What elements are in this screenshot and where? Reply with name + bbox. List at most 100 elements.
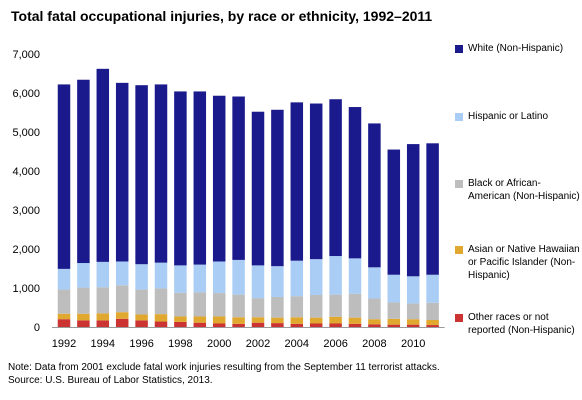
bar-segment-2009-4: [387, 149, 401, 275]
bar-segment-2011-4: [426, 143, 439, 275]
bar-segment-2008-3: [368, 267, 381, 299]
bar-segment-2004-2: [290, 296, 304, 318]
bar-segment-1992-0: [57, 319, 71, 327]
bar-segment-1993-4: [77, 79, 90, 264]
y-tick-label: 4,000: [12, 166, 40, 178]
bar-segment-2008-4: [368, 123, 381, 268]
bar-segment-2009-3: [387, 274, 401, 303]
bar-stack-1992: [57, 84, 71, 327]
bar-segment-2010-1: [406, 319, 420, 325]
bar-stack-1994: [96, 68, 110, 327]
bar-stack-2010: [406, 144, 420, 327]
bar-segment-2000-1: [212, 316, 226, 324]
bar-segment-2002-3: [251, 265, 265, 299]
legend-label-hispanic: Hispanic or Latino: [468, 111, 549, 122]
bar-stack-1995: [115, 82, 129, 327]
bar-stack-2004: [290, 102, 304, 327]
bar-stack-1997: [154, 84, 168, 327]
x-tick-label: 1994: [91, 338, 115, 350]
bar-segment-1997-1: [154, 314, 168, 322]
note-text: Note: Data from 2001 exclude fatal work …: [8, 362, 440, 373]
bar-segment-1995-0: [115, 318, 129, 327]
bar-stack-2006: [329, 99, 342, 327]
bar-segment-1995-1: [115, 312, 129, 319]
y-tick-label: 5,000: [12, 127, 40, 139]
bar-segment-1999-1: [193, 316, 207, 323]
bar-segment-2008-1: [368, 319, 381, 325]
y-tick-label: 7,000: [12, 49, 40, 61]
bar-stack-1993: [77, 79, 90, 327]
bar-segment-1996-0: [135, 320, 148, 327]
bar-segment-2002-4: [251, 111, 265, 266]
bar-segment-1996-3: [135, 264, 148, 290]
x-tick-label: 1998: [168, 338, 192, 350]
x-tick-label: 2000: [207, 338, 231, 350]
bar-stack-2001: [232, 96, 245, 327]
y-tick-label: 1,000: [12, 283, 40, 295]
bar-segment-2006-3: [329, 256, 342, 295]
bar-segment-2002-2: [251, 298, 265, 318]
bar-segment-2005-4: [309, 103, 323, 260]
bar-segment-2008-2: [368, 298, 381, 320]
bar-segment-1994-0: [96, 320, 110, 327]
legend-label-other: Other races or not reported (Non-Hispani…: [468, 312, 575, 336]
legend-label-asian: Asian or Native Hawaiian or Pacific Isla…: [468, 244, 580, 281]
bar-segment-2006-2: [329, 294, 342, 317]
x-tick-label: 2002: [246, 338, 270, 350]
bar-segment-1999-2: [193, 292, 207, 317]
x-tick-label: 2008: [362, 338, 386, 350]
bar-segment-1992-1: [57, 313, 71, 320]
bar-segment-2011-2: [426, 302, 439, 320]
bar-segment-2001-3: [232, 259, 245, 295]
legend-swatch-black: [455, 180, 463, 188]
bar-segment-2000-4: [212, 95, 226, 262]
bar-segment-2003-2: [271, 296, 284, 318]
bar-segment-2011-1: [426, 319, 439, 326]
bar-segment-2011-3: [426, 274, 439, 303]
bar-segment-2003-0: [271, 323, 284, 327]
bar-segment-1998-4: [174, 91, 187, 266]
bar-stack-1996: [135, 85, 148, 327]
bar-segment-1994-2: [96, 287, 110, 314]
x-tick-label: 1992: [52, 338, 76, 350]
bar-segment-2002-1: [251, 317, 265, 323]
bar-segment-1996-4: [135, 85, 148, 265]
bar-stack-2005: [309, 103, 323, 327]
bar-segment-2004-4: [290, 102, 304, 261]
bar-segment-2010-4: [406, 144, 420, 277]
y-tick-label: 0: [34, 322, 40, 334]
bar-segment-1995-2: [115, 285, 129, 313]
bar-segment-1997-3: [154, 262, 168, 289]
legend-swatch-hispanic: [455, 113, 463, 121]
bar-segment-2005-3: [309, 259, 323, 296]
bar-segment-2010-0: [406, 324, 420, 327]
bar-segment-2001-2: [232, 294, 245, 318]
bar-segment-2007-3: [348, 258, 362, 294]
bar-segment-2011-0: [426, 325, 439, 327]
bar-segment-1993-0: [77, 320, 90, 327]
bar-segment-2006-1: [329, 316, 342, 324]
source-text: Source: U.S. Bureau of Labor Statistics,…: [8, 375, 213, 386]
bar-segment-1994-3: [96, 261, 110, 288]
y-tick-label: 2,000: [12, 244, 40, 256]
bar-segment-2010-3: [406, 276, 420, 304]
bar-segment-1998-0: [174, 321, 187, 327]
legend-swatch-white: [455, 45, 463, 53]
chart-title: Total fatal occupational injuries, by ra…: [11, 8, 433, 24]
bar-segment-2009-2: [387, 302, 401, 319]
bar-segment-1992-2: [57, 289, 71, 314]
bar-segment-2005-0: [309, 323, 323, 327]
bar-segment-2000-0: [212, 323, 226, 327]
bar-stack-1998: [174, 91, 187, 327]
bar-segment-1993-3: [77, 263, 90, 288]
bar-stack-2003: [271, 109, 284, 327]
bar-segment-2004-1: [290, 317, 304, 324]
bar-segment-1996-1: [135, 314, 148, 321]
y-tick-label: 3,000: [12, 205, 40, 217]
bar-segment-2002-0: [251, 322, 265, 327]
bar-stack-2011: [426, 143, 439, 327]
bar-segment-2010-2: [406, 303, 420, 320]
bar-stack-2000: [212, 95, 226, 327]
x-axis: 1992 1994 1996 1998 2000 2002 2004 2006 2008 2010: [52, 327, 445, 350]
bar-segment-2007-4: [348, 107, 362, 259]
